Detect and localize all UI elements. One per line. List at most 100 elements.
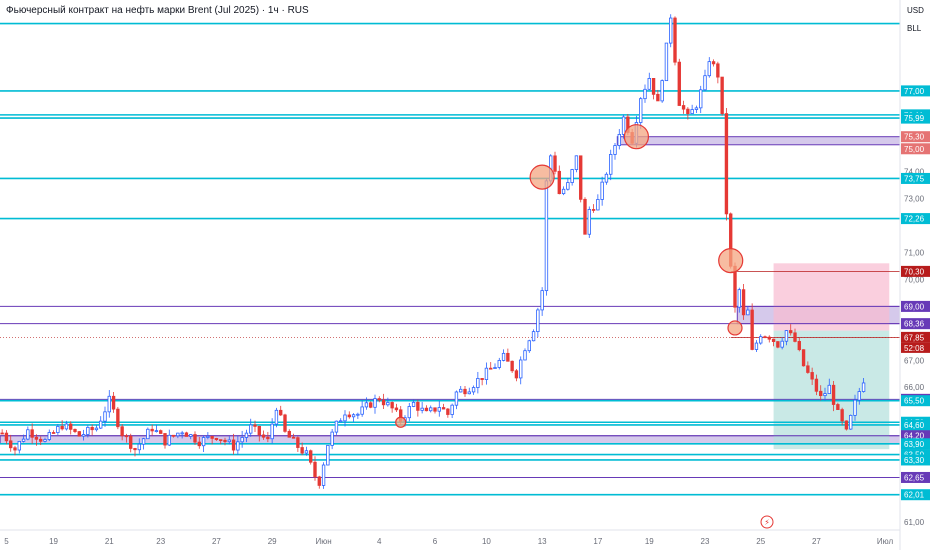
- candle-body: [343, 414, 347, 422]
- candle: [849, 414, 853, 430]
- time-tick-label: 25: [756, 537, 765, 546]
- price-mark-label[interactable]: 67,85 52:08: [901, 331, 930, 353]
- candle: [343, 410, 347, 427]
- candle: [116, 406, 120, 430]
- take-profit-zone[interactable]: [773, 330, 890, 450]
- level-label[interactable]: 64,60: [901, 419, 930, 431]
- candle: [823, 387, 827, 401]
- level-label[interactable]: 77,00: [901, 85, 930, 97]
- level-label[interactable]: 62,65: [901, 471, 930, 483]
- candle-body: [69, 423, 73, 430]
- candle-body: [561, 188, 566, 195]
- candle-body: [801, 349, 806, 367]
- candle-body: [737, 289, 741, 308]
- time-tick-label: 27: [812, 537, 821, 546]
- candle-body: [527, 340, 531, 352]
- level-label-text: 63,30: [904, 456, 925, 465]
- level-label[interactable]: 68,36: [901, 318, 930, 330]
- level-label[interactable]: 64,20: [901, 430, 930, 442]
- candle-body: [459, 388, 463, 393]
- candle: [120, 424, 124, 441]
- candle-body: [844, 420, 849, 430]
- candle: [257, 425, 261, 442]
- candle: [9, 434, 13, 452]
- candle-body: [566, 182, 570, 190]
- highlight-circle[interactable]: [529, 164, 555, 190]
- candle-body: [536, 309, 540, 333]
- candle-body: [51, 432, 56, 434]
- candle: [583, 197, 587, 235]
- candle: [544, 178, 549, 296]
- level-label-bg: [901, 85, 930, 97]
- candle: [390, 401, 394, 413]
- candle-body: [253, 424, 257, 427]
- candle: [219, 439, 223, 445]
- zone-top-label[interactable]: 75,30: [901, 131, 930, 143]
- level-label[interactable]: 62,01: [901, 489, 930, 501]
- level-label[interactable]: 63,30: [901, 454, 930, 466]
- level-label[interactable]: 72,26: [901, 213, 930, 225]
- candle-body: [21, 438, 26, 442]
- candle: [489, 362, 493, 370]
- candle-body: [420, 407, 424, 411]
- event-marker-icon[interactable]: ⚡: [760, 515, 774, 529]
- highlight-circle[interactable]: [623, 124, 650, 150]
- level-label[interactable]: 69,00: [901, 300, 930, 312]
- candle: [373, 394, 377, 414]
- candle: [501, 349, 506, 362]
- candle: [617, 129, 621, 150]
- price-mark-label[interactable]: 70,30: [901, 265, 930, 277]
- candle: [784, 330, 789, 346]
- candle: [227, 436, 231, 445]
- candle-body: [90, 426, 94, 431]
- candle: [604, 172, 609, 185]
- candle: [274, 407, 279, 428]
- candle-body: [591, 209, 596, 211]
- candle-body: [544, 180, 549, 292]
- level-label[interactable]: 65,50: [901, 395, 930, 407]
- candle-body: [103, 411, 107, 422]
- candle-body: [553, 155, 557, 172]
- candle-body: [386, 402, 390, 406]
- time-tick-label: 13: [538, 537, 547, 546]
- currency-label[interactable]: USD: [907, 6, 924, 15]
- highlight-circle[interactable]: [395, 416, 407, 428]
- candle-body: [819, 390, 823, 397]
- candle: [64, 420, 69, 431]
- candle: [613, 143, 617, 160]
- candle-body: [703, 75, 707, 91]
- candle: [86, 425, 90, 438]
- unit-label[interactable]: BLL: [907, 24, 922, 33]
- candle-body: [407, 406, 411, 419]
- level-label[interactable]: 75,99: [901, 112, 930, 124]
- candle: [566, 177, 570, 191]
- time-tick-label: Июл: [877, 537, 894, 546]
- level-label[interactable]: 73,75: [901, 172, 930, 184]
- zone-bottom-label[interactable]: 75,00: [901, 143, 930, 155]
- candle-body: [579, 155, 583, 200]
- candle-body: [416, 401, 420, 411]
- level-label[interactable]: 63,90: [901, 438, 930, 450]
- candle: [81, 429, 86, 441]
- circles-layer: [395, 124, 744, 428]
- zone-2[interactable]: [0, 435, 901, 445]
- candle: [193, 431, 197, 445]
- candle-body: [493, 367, 497, 370]
- candle: [90, 424, 94, 436]
- candle-body: [17, 441, 21, 451]
- candle: [381, 393, 386, 409]
- zone-0[interactable]: [616, 136, 901, 146]
- candle: [21, 434, 26, 443]
- candle-body: [510, 360, 514, 372]
- candle-body: [227, 439, 231, 443]
- candle: [660, 79, 664, 103]
- stop-loss-zone[interactable]: [773, 263, 890, 331]
- candle-body: [557, 170, 561, 195]
- highlight-circle[interactable]: [718, 248, 744, 274]
- candle: [26, 426, 30, 441]
- candle-body: [326, 444, 330, 466]
- highlight-circle[interactable]: [727, 320, 743, 336]
- candle: [527, 339, 531, 353]
- time-tick-label: 23: [701, 537, 710, 546]
